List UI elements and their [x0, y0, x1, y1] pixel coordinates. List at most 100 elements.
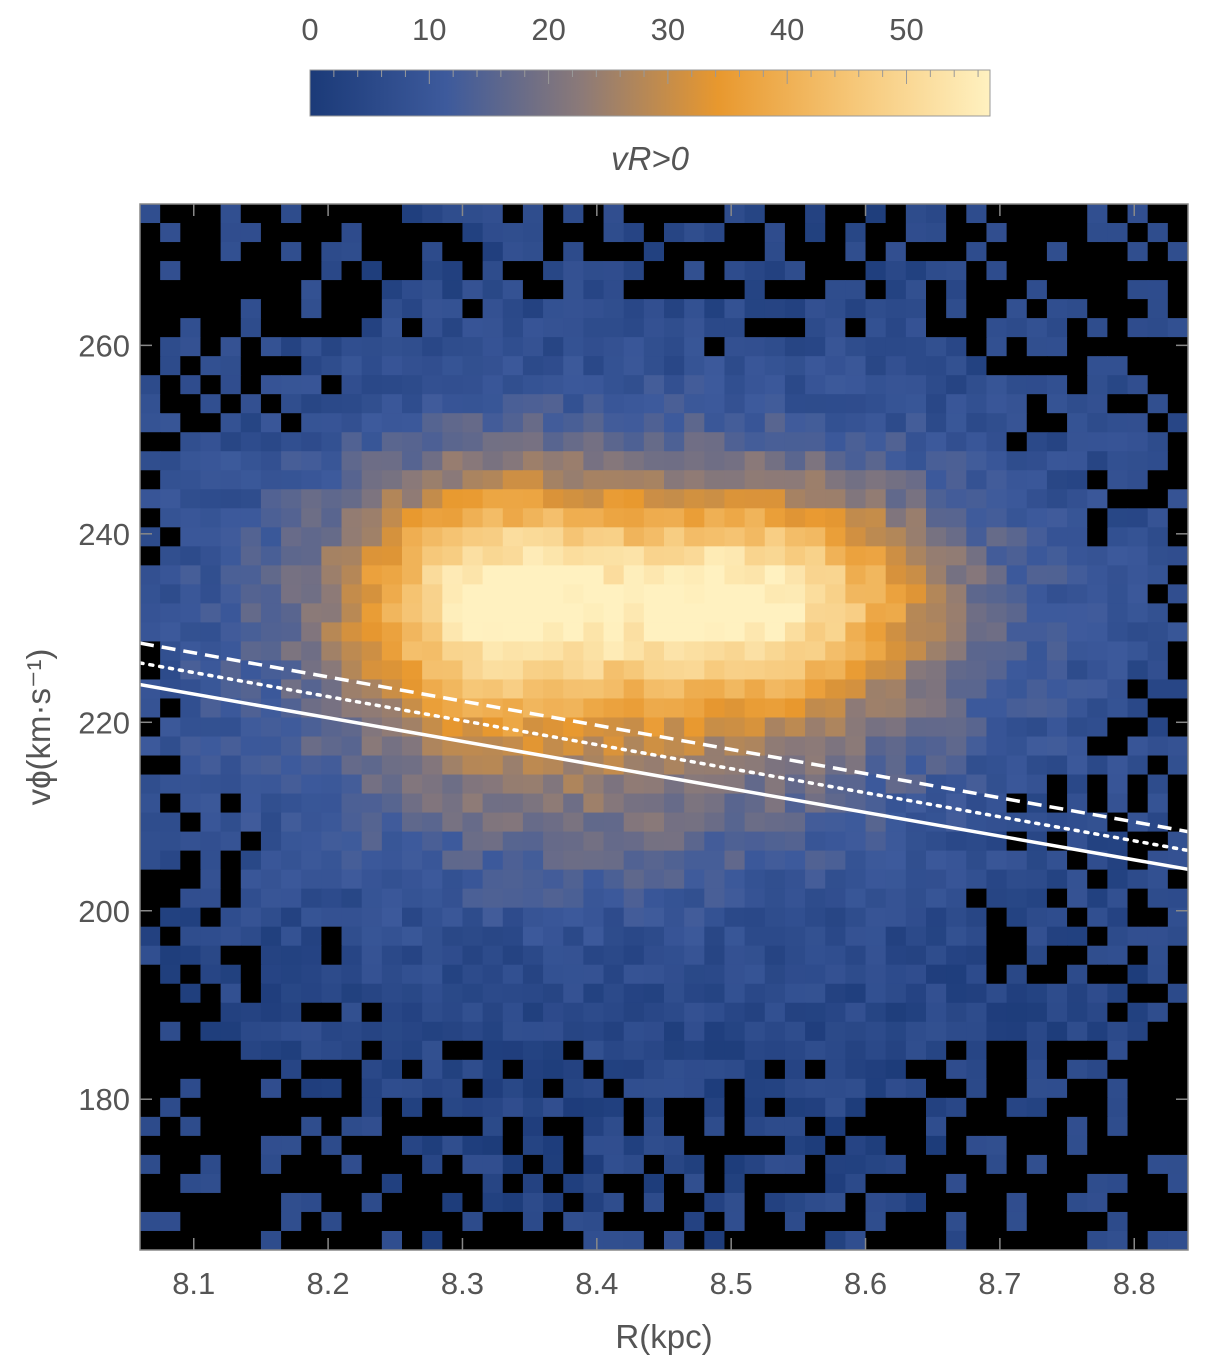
heatmap-cell [744, 318, 766, 338]
heatmap-cell [986, 622, 1008, 643]
heatmap-cell [180, 812, 202, 833]
model-curve-dashed [140, 641, 1188, 834]
heatmap-cell [805, 584, 826, 604]
heatmap-cell [522, 907, 544, 928]
heatmap-cell [784, 432, 806, 452]
y-tick-label: 260 [78, 328, 130, 363]
heatmap-cell [180, 1040, 202, 1061]
heatmap-cell [321, 527, 343, 547]
heatmap-cell [180, 964, 202, 985]
heatmap-cell [543, 318, 564, 338]
heatmap-cell [543, 584, 564, 604]
heatmap-cell [522, 318, 544, 338]
heatmap-cell [664, 698, 685, 719]
heatmap-cell [744, 204, 766, 224]
heatmap-cell [301, 1230, 322, 1250]
heatmap-cell [180, 850, 202, 871]
heatmap-cell [664, 907, 685, 928]
heatmap-cell [825, 204, 846, 224]
heatmap-cell [321, 1078, 343, 1099]
heatmap-cell [643, 793, 665, 814]
heatmap-cell [623, 983, 645, 1004]
heatmap-cell [502, 983, 524, 1004]
heatmap-cell [1046, 888, 1068, 909]
heatmap-cell [805, 1021, 826, 1042]
heatmap-cell [1087, 622, 1108, 643]
heatmap-cell [180, 1154, 202, 1175]
heatmap-cell [281, 755, 302, 776]
heatmap-cell [1046, 261, 1068, 281]
heatmap-cell [1127, 736, 1149, 757]
heatmap-cell [583, 698, 605, 719]
heatmap-cell [502, 660, 524, 681]
heatmap-cell [1046, 622, 1068, 643]
heatmap-cell [1167, 717, 1188, 738]
heatmap-cell [402, 698, 423, 719]
heatmap-cell [704, 432, 726, 452]
heatmap-cell [986, 850, 1008, 871]
heatmap-cell [543, 1078, 564, 1099]
heatmap-cell [260, 1230, 282, 1250]
heatmap-cell [482, 1002, 504, 1023]
heatmap-cell [160, 755, 181, 776]
heatmap-cell [361, 261, 383, 281]
heatmap-cell [462, 299, 484, 319]
heatmap-cell [1127, 774, 1149, 795]
heatmap-cell [1127, 1078, 1149, 1099]
heatmap-cell [865, 869, 887, 890]
heatmap-cell [502, 375, 524, 395]
heatmap-cell [926, 318, 947, 338]
heatmap-cell [623, 774, 645, 795]
heatmap-cell [664, 584, 685, 604]
heatmap-cell [704, 546, 726, 566]
heatmap-cell [281, 964, 302, 985]
heatmap-cell [664, 356, 685, 376]
heatmap-cell [321, 1211, 343, 1232]
heatmap-cell [160, 983, 181, 1004]
heatmap-cell [281, 1211, 302, 1232]
heatmap-cell [1147, 451, 1169, 471]
heatmap-cell [643, 736, 665, 757]
heatmap-cell [623, 1230, 645, 1250]
heatmap-cell [522, 812, 544, 833]
heatmap-cell [462, 546, 484, 566]
heatmap-cell [865, 1021, 887, 1042]
heatmap-cell [442, 413, 464, 433]
heatmap-cell [502, 223, 524, 243]
heatmap-cell [260, 774, 282, 795]
heatmap-cell [1147, 622, 1169, 643]
heatmap-cell [442, 755, 464, 776]
heatmap-cell [865, 356, 887, 376]
heatmap-cell [502, 812, 524, 833]
heatmap-cell [1147, 907, 1169, 928]
heatmap-cell [160, 489, 181, 509]
model-curve-dotted [140, 661, 1188, 853]
heatmap-cell [704, 508, 726, 528]
heatmap-cell [301, 1154, 322, 1175]
heatmap-cell [160, 527, 181, 547]
heatmap-cell [301, 1192, 322, 1213]
heatmap-cell [1067, 812, 1088, 833]
heatmap-cell [784, 565, 806, 585]
heatmap-cell [402, 1097, 423, 1118]
heatmap-cell [502, 1230, 524, 1250]
heatmap-cell [885, 470, 907, 490]
heatmap-cell [1167, 584, 1188, 604]
heatmap-cell [825, 736, 846, 757]
heatmap-cell [825, 812, 846, 833]
heatmap-cell [865, 1078, 887, 1099]
heatmap-cell [1107, 1211, 1129, 1232]
heatmap-cell [603, 1230, 625, 1250]
heatmap-cell [825, 470, 846, 490]
heatmap-cell [301, 1097, 322, 1118]
heatmap-cell [805, 280, 826, 300]
heatmap-cell [845, 945, 867, 966]
heatmap-cell [583, 926, 605, 947]
heatmap-cell [926, 508, 947, 528]
heatmap-cell [664, 1173, 685, 1194]
heatmap-cell [442, 432, 464, 452]
heatmap-cell [623, 679, 645, 700]
heatmap-cell [966, 812, 988, 833]
heatmap-cell [321, 964, 343, 985]
heatmap-cell [946, 945, 967, 966]
